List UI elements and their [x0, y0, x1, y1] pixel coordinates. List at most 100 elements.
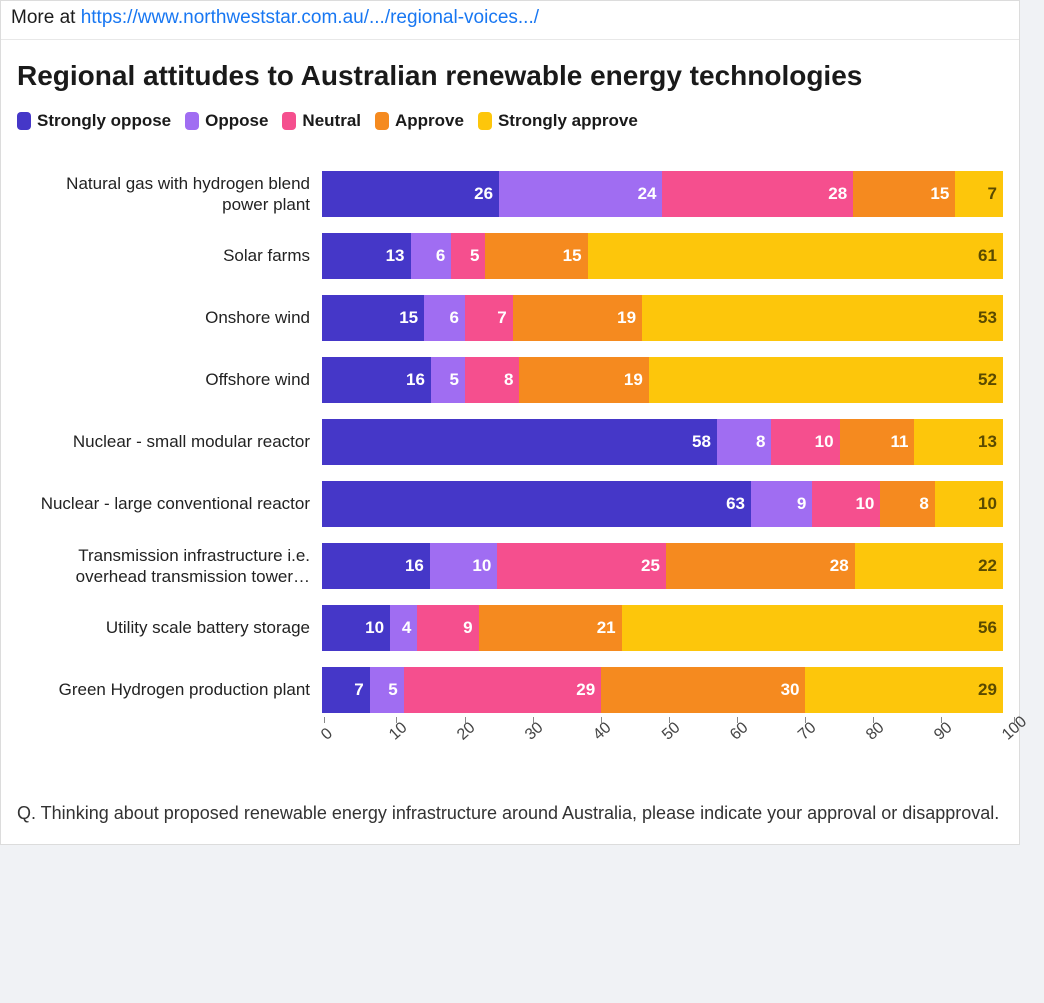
bar-segment: 56	[622, 605, 1003, 651]
bar-segment: 4	[390, 605, 417, 651]
bar-segment: 15	[322, 295, 424, 341]
bar-segment: 22	[855, 543, 1003, 589]
row-label: Nuclear - large conventional reactor	[17, 493, 322, 514]
bar-segment: 9	[751, 481, 812, 527]
chart-row: Onshore wind15671953	[17, 295, 1003, 341]
row-label: Green Hydrogen production plant	[17, 679, 322, 700]
row-label: Utility scale battery storage	[17, 617, 322, 638]
bar-segment: 5	[431, 357, 465, 403]
bar-segment: 15	[853, 171, 955, 217]
x-tick: 90	[935, 717, 949, 749]
bar-segment: 10	[771, 419, 839, 465]
bar-segment: 7	[465, 295, 513, 341]
x-tick-label: 50	[659, 719, 684, 744]
chart-row: Solar farms13651561	[17, 233, 1003, 279]
x-tick: 80	[867, 717, 881, 749]
bar-segment: 63	[322, 481, 751, 527]
legend-item: Oppose	[185, 111, 268, 131]
bar-segment: 19	[519, 357, 648, 403]
x-tick-label: 80	[863, 719, 888, 744]
bar-track: 13651561	[322, 233, 1003, 279]
chart-title: Regional attitudes to Australian renewab…	[17, 58, 1003, 93]
legend-item: Neutral	[282, 111, 361, 131]
bar-track: 1610252822	[322, 543, 1003, 589]
chart-rows: Natural gas with hydrogen blend power pl…	[17, 171, 1003, 713]
bar-track: 63910810	[322, 481, 1003, 527]
row-label: Transmission infrastructure i.e. overhea…	[17, 545, 322, 588]
legend-swatch	[282, 112, 296, 130]
legend-label: Oppose	[205, 111, 268, 131]
bar-track: 10492156	[322, 605, 1003, 651]
bar-track: 15671953	[322, 295, 1003, 341]
bar-segment: 11	[840, 419, 915, 465]
bar-segment: 6	[411, 233, 452, 279]
bar-track: 16581952	[322, 357, 1003, 403]
bar-segment: 15	[485, 233, 587, 279]
row-label: Natural gas with hydrogen blend power pl…	[17, 173, 322, 216]
bar-segment: 6	[424, 295, 465, 341]
bar-segment: 53	[642, 295, 1003, 341]
x-tick: 60	[731, 717, 745, 749]
x-axis: 0102030405060708090100	[17, 717, 1003, 767]
bar-segment: 61	[588, 233, 1003, 279]
x-tick: 70	[799, 717, 813, 749]
legend-swatch	[375, 112, 389, 130]
bar-segment: 21	[479, 605, 622, 651]
legend-swatch	[478, 112, 492, 130]
bar-segment: 5	[451, 233, 485, 279]
chart-row: Green Hydrogen production plant75293029	[17, 667, 1003, 713]
x-tick: 50	[663, 717, 677, 749]
topbar: More at https://www.northweststar.com.au…	[1, 1, 1019, 40]
bar-segment: 26	[322, 171, 499, 217]
x-tick-label: 70	[795, 719, 820, 744]
x-tick: 40	[594, 717, 608, 749]
x-tick: 30	[526, 717, 540, 749]
source-link[interactable]: https://www.northweststar.com.au/.../reg…	[81, 7, 539, 28]
topbar-prefix: More at	[11, 7, 81, 28]
bar-segment: 10	[812, 481, 880, 527]
bar-segment: 52	[649, 357, 1003, 403]
bar-segment: 8	[465, 357, 519, 403]
x-tick: 10	[390, 717, 404, 749]
row-label: Onshore wind	[17, 307, 322, 328]
bar-segment: 28	[662, 171, 853, 217]
legend-label: Neutral	[302, 111, 361, 131]
legend-label: Approve	[395, 111, 464, 131]
bar-segment: 10	[430, 543, 497, 589]
bar-segment: 30	[601, 667, 805, 713]
bar-segment: 8	[880, 481, 934, 527]
row-label: Nuclear - small modular reactor	[17, 431, 322, 452]
row-label: Offshore wind	[17, 369, 322, 390]
x-tick-label: 10	[386, 719, 411, 744]
bar-track: 262428157	[322, 171, 1003, 217]
x-tick: 20	[458, 717, 472, 749]
bar-segment: 19	[513, 295, 642, 341]
bar-segment: 24	[499, 171, 662, 217]
chart-row: Natural gas with hydrogen blend power pl…	[17, 171, 1003, 217]
legend-item: Strongly approve	[478, 111, 638, 131]
x-tick-label: 20	[454, 719, 479, 744]
bar-segment: 7	[955, 171, 1003, 217]
chart-row: Utility scale battery storage10492156	[17, 605, 1003, 651]
bar-segment: 9	[417, 605, 478, 651]
bar-track: 588101113	[322, 419, 1003, 465]
chart-row: Nuclear - small modular reactor588101113	[17, 419, 1003, 465]
bar-segment: 7	[322, 667, 370, 713]
post-container: More at https://www.northweststar.com.au…	[0, 0, 1020, 845]
x-tick-label: 60	[727, 719, 752, 744]
bar-segment: 16	[322, 543, 430, 589]
x-tick-label: 100	[999, 713, 1031, 744]
legend-item: Strongly oppose	[17, 111, 171, 131]
chart-row: Transmission infrastructure i.e. overhea…	[17, 543, 1003, 589]
x-tick-label: 90	[931, 719, 956, 744]
bar-segment: 10	[322, 605, 390, 651]
chart-card: Regional attitudes to Australian renewab…	[1, 40, 1019, 844]
bar-track: 75293029	[322, 667, 1003, 713]
bar-segment: 25	[497, 543, 666, 589]
row-label: Solar farms	[17, 245, 322, 266]
bar-segment: 13	[322, 233, 411, 279]
bar-segment: 5	[370, 667, 404, 713]
legend-item: Approve	[375, 111, 464, 131]
x-tick-label: 30	[522, 719, 547, 744]
x-tick: 0	[322, 717, 327, 749]
